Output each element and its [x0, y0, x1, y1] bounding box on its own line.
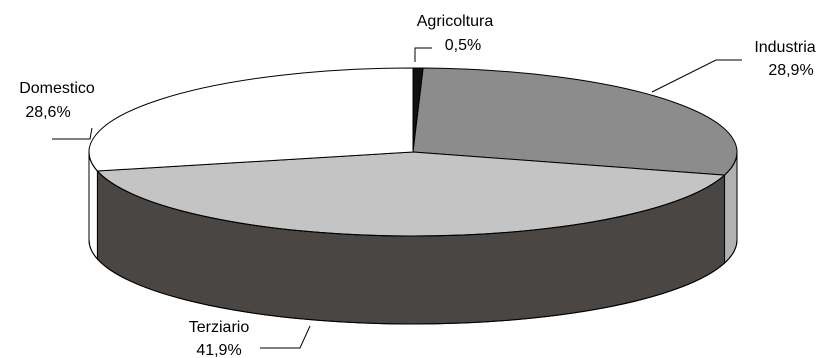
slice-label-domestico-name: Domestico	[19, 80, 95, 97]
slice-label-terziario-name: Terziario	[189, 319, 250, 336]
slice-label-terziario-value: 41,9%	[196, 342, 241, 358]
leader-line-industria	[651, 59, 742, 93]
slice-label-agricoltura-value: 0,5%	[445, 37, 481, 54]
leader-line-agricoltura	[414, 47, 432, 62]
slice-label-industria-name: Industria	[754, 39, 815, 56]
slice-label-domestico-value: 28,6%	[25, 104, 70, 121]
leader-lines	[52, 47, 742, 349]
pie-rim-outline	[88, 151, 738, 325]
slice-label-industria-value: 28,9%	[768, 62, 813, 79]
leader-line-terziario	[260, 325, 311, 349]
pie-tops	[88, 67, 738, 325]
slice-label-agricoltura-name: Agricoltura	[417, 13, 494, 30]
pie-slice-domestico	[88, 67, 414, 172]
leader-line-domestico	[52, 127, 93, 140]
